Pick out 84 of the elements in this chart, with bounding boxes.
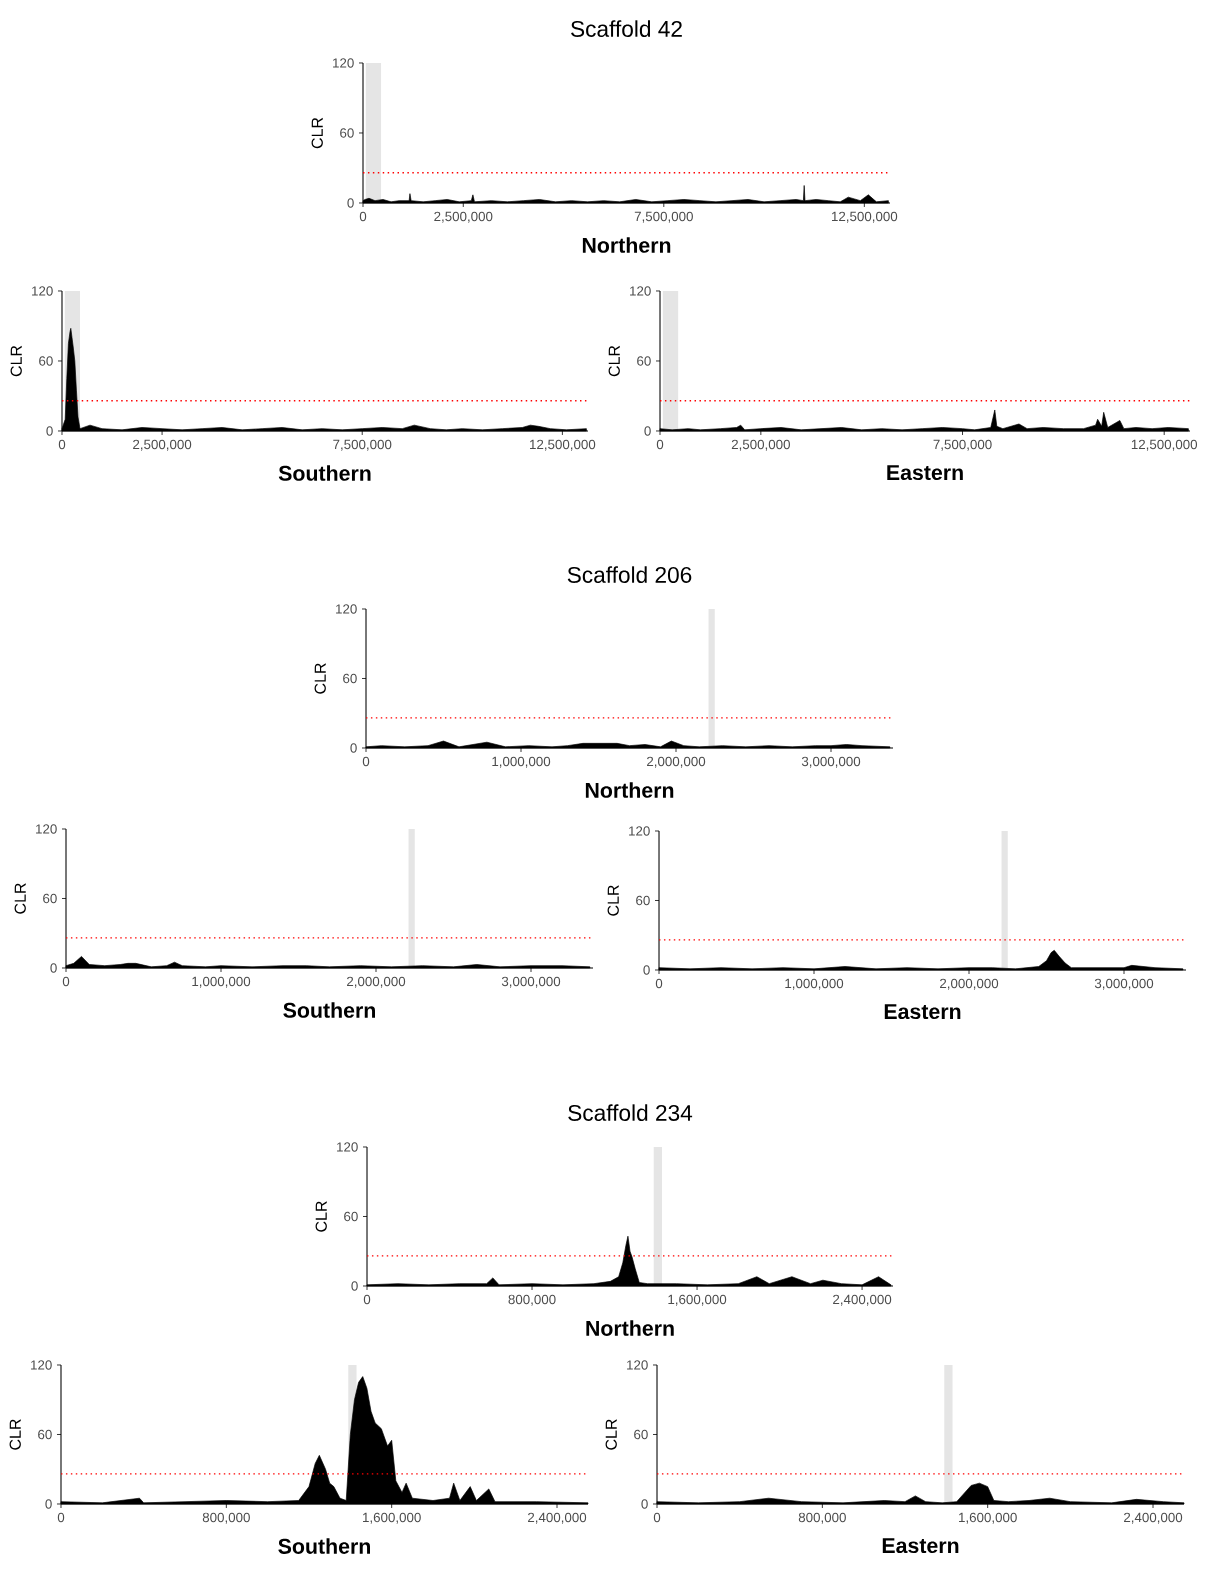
- x-axis-title: Southern: [283, 1002, 375, 1018]
- y-tick-label: 0: [45, 1499, 52, 1509]
- y-tick-label: 120: [630, 286, 651, 296]
- y-tick-label: 0: [643, 965, 650, 975]
- x-tick-label: 800,000: [202, 1512, 250, 1524]
- x-axis-title: Southern: [278, 465, 371, 481]
- x-tick-label: 0: [58, 439, 66, 450]
- y-tick-label: 60: [636, 895, 650, 906]
- x-axis-title: Northern: [586, 1320, 674, 1336]
- x-tick-label: 0: [655, 978, 663, 989]
- x-tick-label: 12,500,000: [530, 439, 596, 451]
- x-tick-label: 1,000,000: [785, 978, 844, 990]
- y-axis-title: CLR: [314, 663, 326, 694]
- x-tick-label: 3,000,000: [501, 976, 561, 988]
- x-tick-label: 0: [656, 439, 664, 450]
- x-tick-label: 0: [57, 1512, 65, 1523]
- x-tick-label: 2,500,000: [434, 211, 493, 223]
- x-tick-label: 12,500,000: [832, 211, 898, 223]
- y-tick-label: 120: [32, 286, 53, 296]
- y-tick-label: 60: [634, 1429, 648, 1440]
- y-tick-label: 0: [351, 1281, 358, 1291]
- x-tick-label: 7,500,000: [333, 439, 392, 451]
- x-axis-title: Northern: [582, 237, 671, 253]
- x-tick-label: 2,000,000: [347, 976, 406, 988]
- y-tick-label: 0: [350, 743, 357, 753]
- x-tick-label: 2,400,000: [833, 1294, 892, 1306]
- y-tick-label: 0: [641, 1499, 648, 1509]
- x-tick-label: 2,400,000: [1124, 1512, 1183, 1524]
- x-tick-label: 2,000,000: [940, 978, 999, 990]
- x-tick-label: 3,000,000: [1094, 978, 1154, 990]
- x-tick-label: 2,400,000: [528, 1512, 587, 1524]
- y-tick-label: 120: [336, 604, 357, 614]
- x-tick-label: 1,600,000: [363, 1512, 421, 1524]
- x-axis-title: Southern: [278, 1538, 370, 1554]
- y-axis-title: CLR: [315, 1201, 327, 1232]
- y-tick-label: 120: [337, 1142, 358, 1152]
- y-axis-title: CLR: [9, 1419, 21, 1450]
- x-tick-label: 2,000,000: [647, 756, 706, 768]
- y-tick-label: 0: [644, 426, 651, 436]
- x-tick-label: 800,000: [508, 1294, 556, 1306]
- chart-title: Scaffold 206: [567, 566, 692, 583]
- x-axis-title: Northern: [585, 782, 674, 798]
- y-tick-label: 120: [629, 826, 650, 836]
- x-tick-label: 0: [62, 976, 70, 987]
- y-axis-title: CLR: [605, 1419, 617, 1450]
- x-tick-label: 1,000,000: [192, 976, 251, 988]
- x-tick-label: 0: [653, 1512, 661, 1523]
- x-tick-label: 3,000,000: [801, 756, 861, 768]
- x-tick-label: 2,500,000: [133, 439, 192, 451]
- x-tick-label: 12,500,000: [1131, 439, 1198, 451]
- y-axis-title: CLR: [311, 117, 323, 149]
- y-tick-label: 60: [43, 893, 57, 904]
- y-axis-title: CLR: [608, 345, 620, 377]
- y-tick-label: 60: [344, 1211, 358, 1222]
- y-tick-label: 120: [333, 58, 354, 68]
- y-axis-title: CLR: [10, 345, 22, 377]
- x-tick-label: 7,500,000: [933, 439, 992, 451]
- x-tick-label: 0: [362, 756, 370, 767]
- x-tick-label: 2,500,000: [731, 439, 790, 451]
- y-tick-label: 120: [31, 1360, 52, 1370]
- y-tick-label: 0: [50, 963, 57, 973]
- y-axis-title: CLR: [607, 885, 619, 916]
- x-axis-title: Eastern: [884, 1004, 961, 1020]
- y-axis-title: CLR: [14, 883, 26, 914]
- x-tick-label: 1,600,000: [959, 1512, 1017, 1524]
- x-tick-label: 1,600,000: [668, 1294, 727, 1306]
- y-tick-label: 120: [36, 824, 57, 834]
- y-tick-label: 60: [38, 1429, 52, 1440]
- y-tick-label: 60: [343, 673, 357, 684]
- x-tick-label: 0: [363, 1294, 371, 1305]
- x-tick-label: 7,500,000: [634, 211, 693, 223]
- y-tick-label: 0: [347, 198, 354, 208]
- x-tick-label: 800,000: [798, 1512, 846, 1524]
- y-tick-label: 60: [39, 356, 53, 366]
- y-tick-label: 60: [637, 356, 651, 366]
- x-axis-title: Eastern: [887, 465, 963, 481]
- y-tick-label: 120: [627, 1360, 648, 1370]
- x-axis-title: Eastern: [882, 1538, 959, 1554]
- y-tick-label: 60: [340, 128, 354, 138]
- x-tick-label: 0: [359, 211, 367, 222]
- y-tick-label: 0: [46, 426, 53, 436]
- chart-title: Scaffold 42: [571, 20, 682, 37]
- chart-title: Scaffold 234: [568, 1104, 693, 1121]
- x-tick-label: 1,000,000: [492, 756, 551, 768]
